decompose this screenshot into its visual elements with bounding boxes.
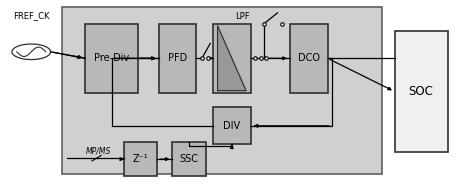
Bar (213, 107, 250, 144)
Text: Z⁻¹: Z⁻¹ (133, 154, 148, 164)
Text: LPF: LPF (235, 12, 249, 21)
Bar (172, 142, 205, 176)
Bar (289, 24, 327, 92)
Text: PFD: PFD (168, 53, 187, 63)
Bar (213, 24, 250, 92)
Bar (85, 24, 138, 92)
Text: FREF_CK: FREF_CK (13, 11, 50, 20)
Text: MP/MS: MP/MS (86, 146, 112, 155)
Bar (62, 7, 381, 174)
Text: DCO: DCO (297, 53, 319, 63)
Polygon shape (217, 26, 246, 91)
Bar (124, 142, 157, 176)
Text: DIV: DIV (223, 121, 240, 131)
Bar (394, 31, 447, 152)
Bar (158, 24, 196, 92)
Text: SOC: SOC (408, 85, 433, 98)
Text: Pre-Div: Pre-Div (94, 53, 129, 63)
Text: SSC: SSC (179, 154, 198, 164)
